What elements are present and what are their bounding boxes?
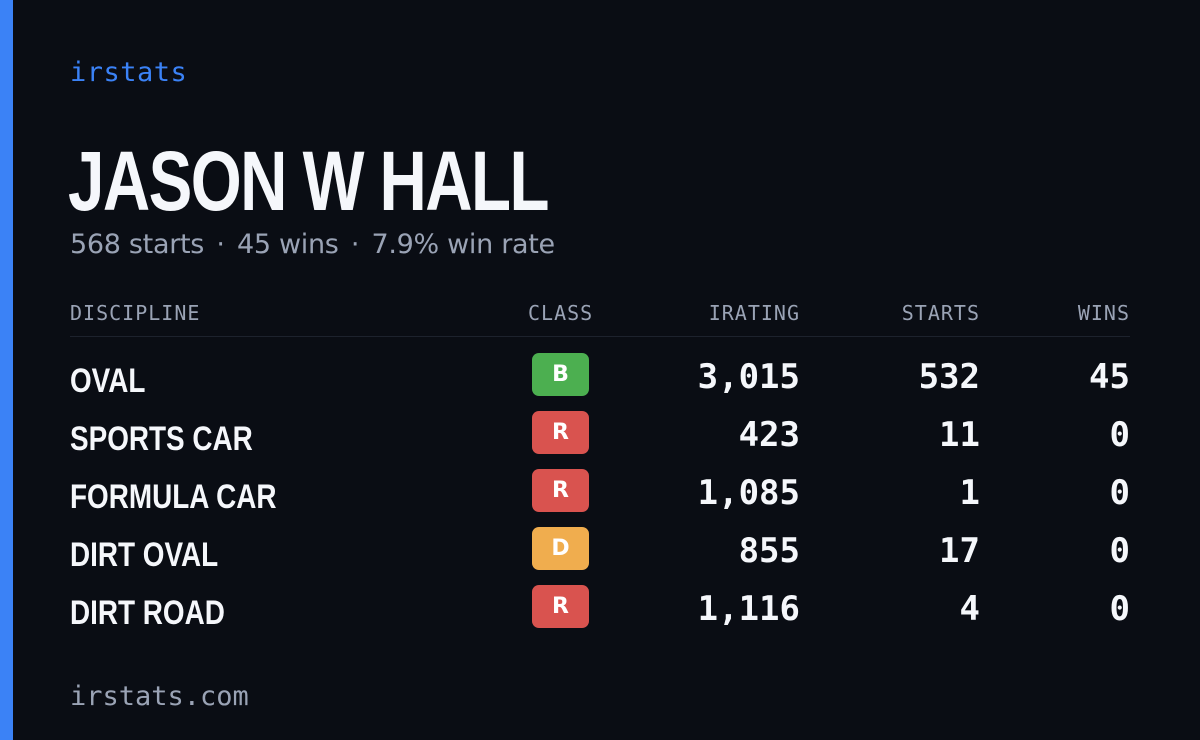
irating-value: 423: [738, 415, 800, 455]
table-row: SPORTS CAR R 423 11 0: [70, 411, 1130, 469]
starts-value: 17: [939, 531, 980, 571]
irating-value: 3,015: [697, 357, 800, 397]
footer-url: irstats.com: [70, 681, 249, 712]
wins-value: 45: [1089, 357, 1130, 397]
irating-value: 1,116: [697, 589, 800, 629]
class-badge: B: [532, 353, 589, 396]
header-class: CLASS: [528, 301, 594, 325]
summary-win-rate: 7.9% win rate: [371, 229, 555, 260]
wins-value: 0: [1109, 473, 1130, 513]
irating-value: 1,085: [697, 473, 800, 513]
table-row: OVAL B 3,015 532 45: [70, 353, 1130, 411]
discipline-name: OVAL: [70, 362, 146, 400]
class-badge: R: [532, 585, 589, 628]
discipline-name: DIRT OVAL: [70, 536, 219, 574]
table-row: DIRT OVAL D 855 17 0: [70, 527, 1130, 585]
header-starts: STARTS: [901, 301, 980, 325]
driver-name: JASON W HALL: [68, 134, 550, 228]
starts-value: 1: [959, 473, 980, 513]
wins-value: 0: [1109, 589, 1130, 629]
starts-value: 4: [959, 589, 980, 629]
summary-wins: 45 wins: [236, 229, 339, 260]
wins-value: 0: [1109, 531, 1130, 571]
summary-separator: ·: [216, 229, 225, 260]
table-row: DIRT ROAD R 1,116 4 0: [70, 585, 1130, 643]
class-badge: R: [532, 411, 589, 454]
discipline-name: SPORTS CAR: [70, 420, 253, 458]
wins-value: 0: [1109, 415, 1130, 455]
discipline-name: FORMULA CAR: [70, 478, 277, 516]
class-badge: R: [532, 469, 589, 512]
class-badge: D: [532, 527, 589, 570]
irating-value: 855: [738, 531, 800, 571]
starts-value: 532: [918, 357, 980, 397]
table-body: OVAL B 3,015 532 45 SPORTS CAR R 423 11 …: [70, 337, 1130, 643]
discipline-table: DISCIPLINE CLASS IRATING STARTS WINS OVA…: [70, 300, 1130, 643]
starts-value: 11: [939, 415, 980, 455]
table-header: DISCIPLINE CLASS IRATING STARTS WINS: [70, 300, 1130, 337]
discipline-name: DIRT ROAD: [70, 594, 225, 632]
summary-separator: ·: [350, 229, 360, 260]
accent-bar: [0, 0, 13, 740]
table-row: FORMULA CAR R 1,085 1 0: [70, 469, 1130, 527]
brand-logo: irstats: [70, 57, 188, 88]
summary-starts: 568 starts: [70, 229, 205, 260]
header-wins: WINS: [1077, 301, 1130, 325]
header-discipline: DISCIPLINE: [70, 301, 201, 325]
header-irating: IRATING: [708, 301, 800, 325]
driver-summary: 568 starts · 45 wins · 7.9% win rate: [70, 228, 555, 262]
